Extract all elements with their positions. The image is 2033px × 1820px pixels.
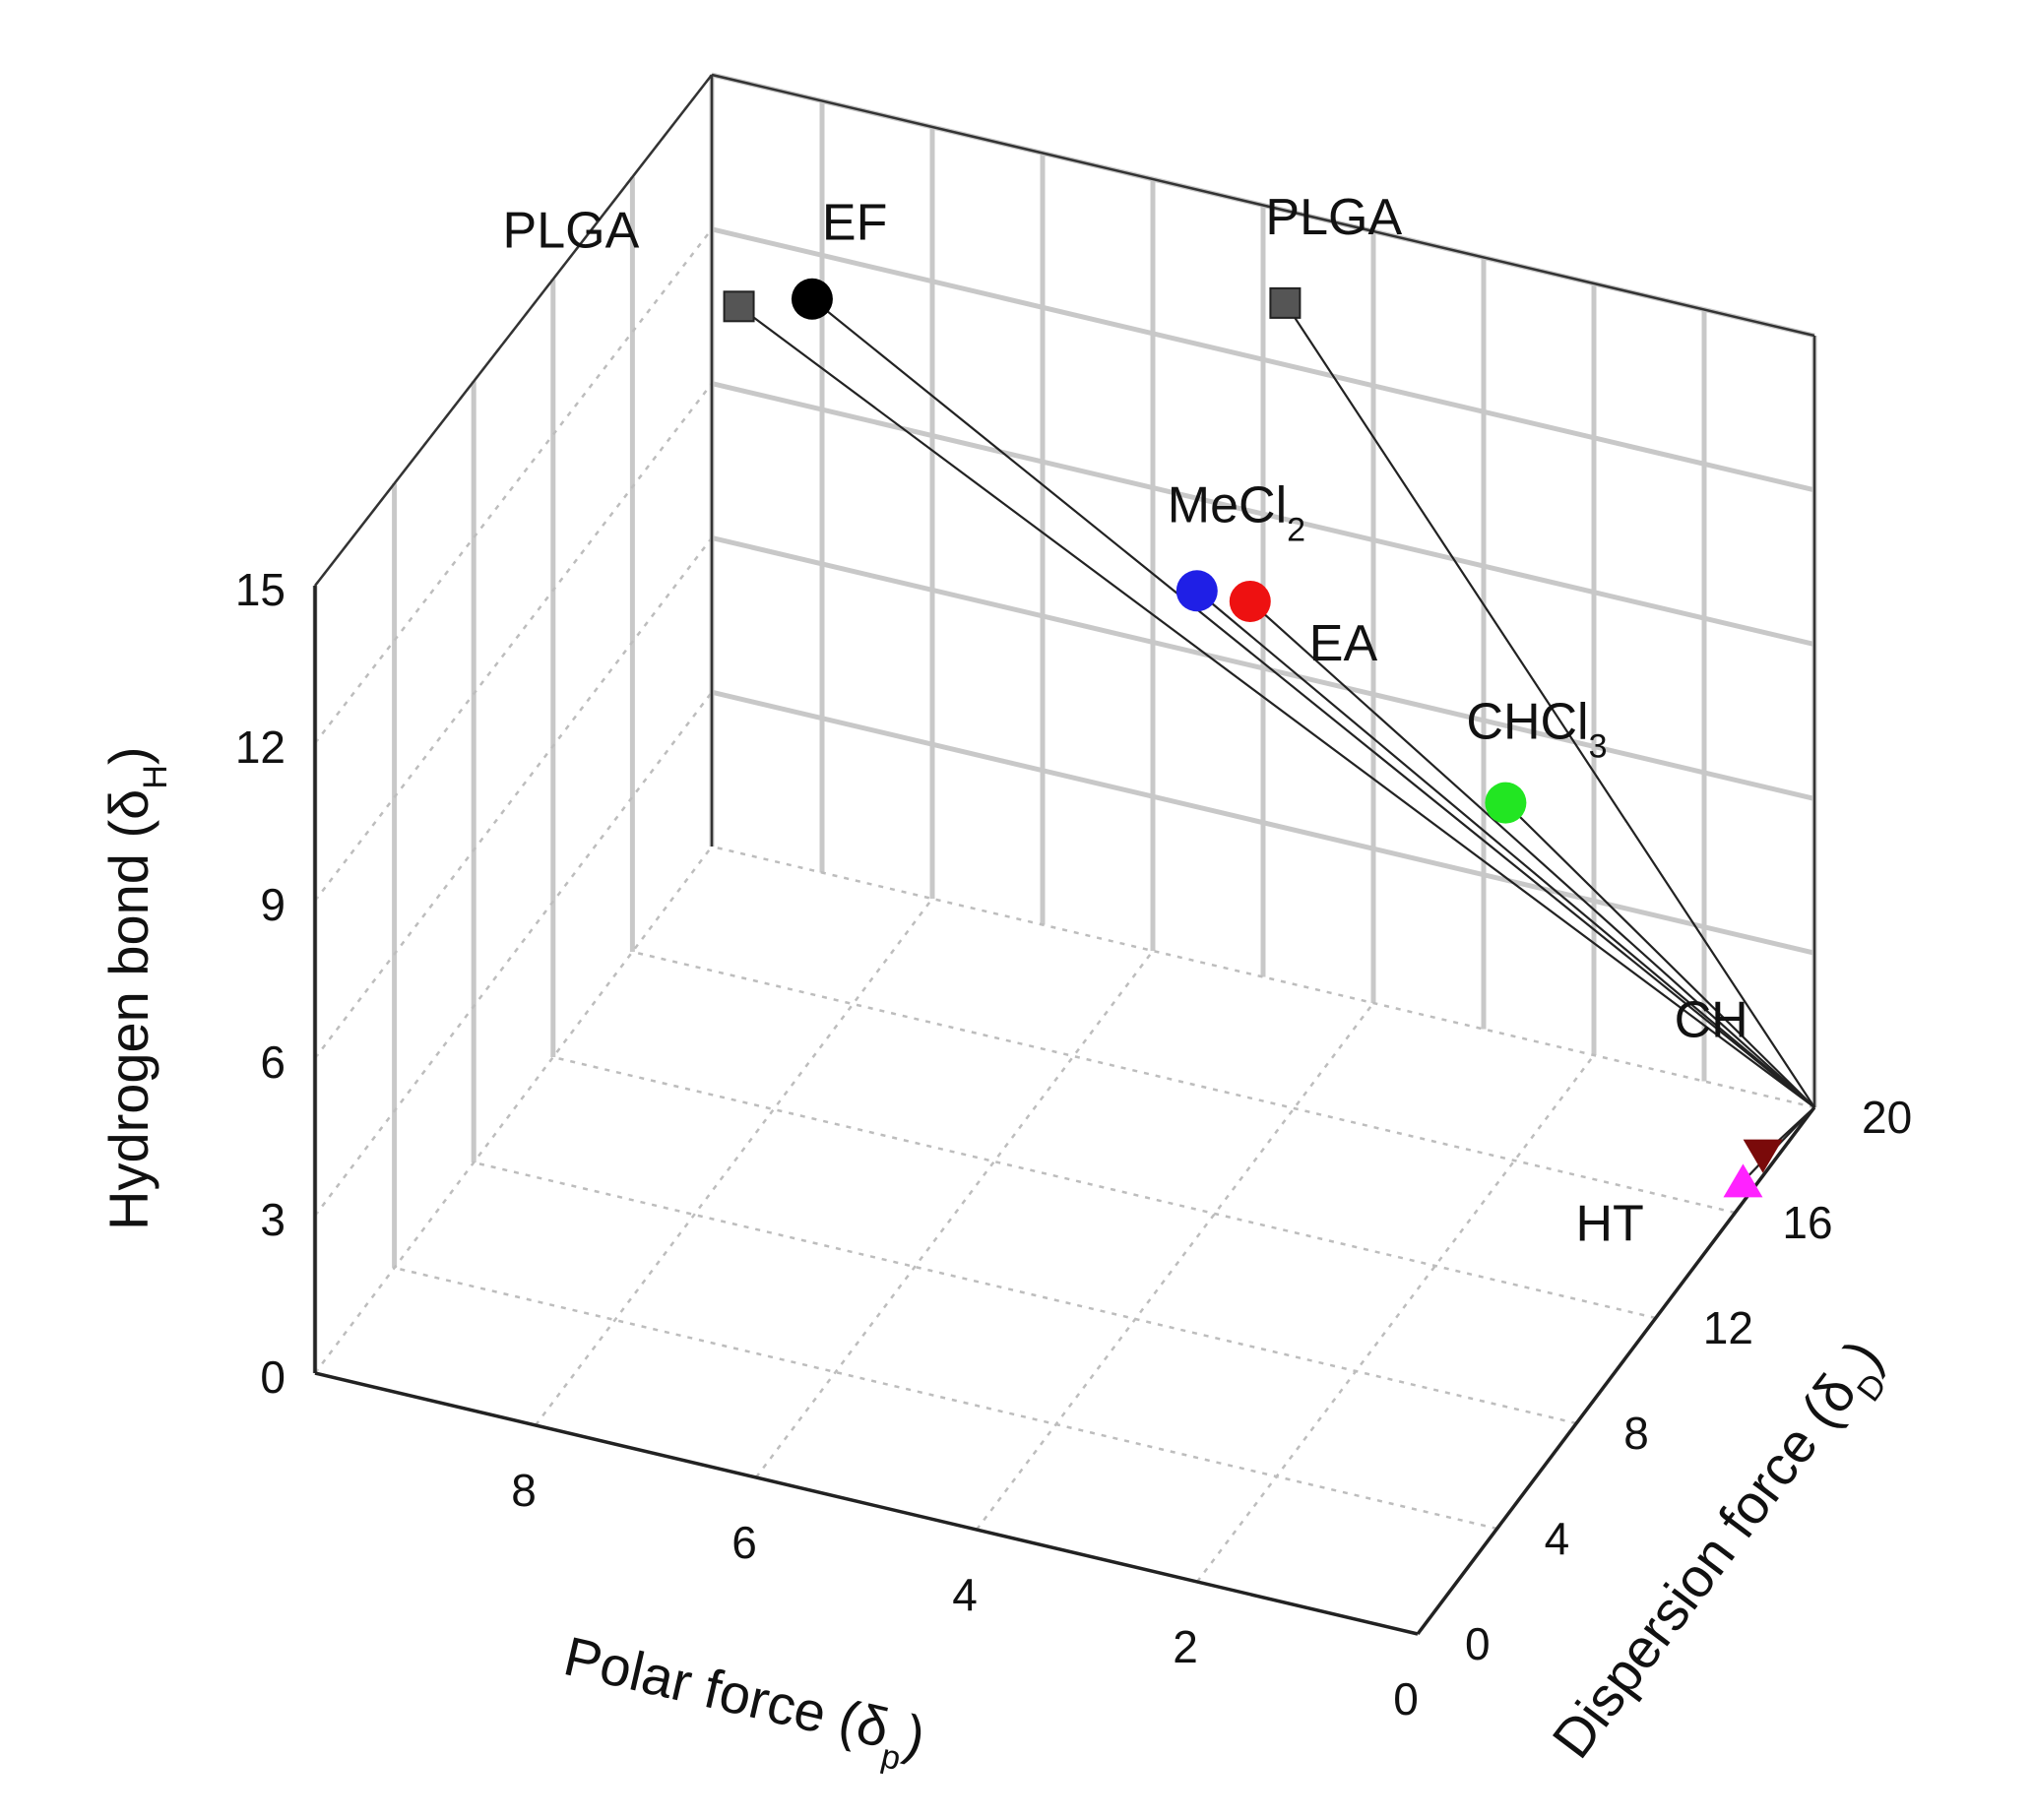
point-label: CHCl3 (1466, 694, 1607, 766)
dispersion-tick-label: 20 (1862, 1092, 1912, 1143)
points-layer (723, 278, 1783, 1198)
hydrogen-tick-label: 6 (260, 1036, 286, 1088)
point-label: PLGA (1265, 189, 1402, 246)
point-marker (1485, 782, 1527, 824)
drop-line (1504, 801, 1815, 1108)
floor-line-p (535, 898, 933, 1426)
floor-line-p (1196, 1054, 1595, 1583)
floor-line-d (552, 1055, 1657, 1320)
back-wall-hline (711, 226, 1815, 493)
point-marker (791, 278, 833, 320)
hydrogen-tick-label: 12 (235, 722, 286, 773)
dispersion-tick-label: 16 (1782, 1197, 1832, 1248)
hydrogen-tick-label: 15 (235, 564, 286, 615)
top-left-edge (314, 74, 713, 587)
floor-line-p (314, 846, 713, 1374)
point-marker (1175, 570, 1218, 612)
floor-line-d (473, 1161, 1577, 1425)
polar-tick-label: 6 (731, 1517, 757, 1568)
point-marker (723, 290, 755, 323)
point-label: EF (822, 195, 887, 252)
dispersion-axis-title: Dispersion force (δD) (1540, 1328, 1905, 1778)
polar-axis-line (314, 1371, 1419, 1636)
drop-lines-layer (737, 297, 1815, 1183)
point-marker (1269, 286, 1302, 319)
left-wall-hline (314, 228, 713, 744)
polar-tick-label: 0 (1393, 1673, 1419, 1725)
left-wall-hline (314, 382, 713, 902)
point-marker (1743, 1139, 1783, 1173)
labels-layer: 0 2 4 6 8 0 4 8 12 16 20 0 3 6 9 12 15 Polar force (δp) Di… (97, 189, 1912, 1782)
hydrogen-tick-label: 9 (260, 879, 286, 930)
drop-line (1196, 590, 1815, 1108)
floor-line-p (976, 1002, 1374, 1531)
point-label: PLGA (503, 202, 640, 259)
hydrogen-tick-label: 3 (260, 1194, 286, 1245)
drop-line (737, 305, 1815, 1108)
polar-axis-title: Polar force (δp) (555, 1624, 931, 1782)
dispersion-tick-label: 12 (1703, 1302, 1753, 1353)
back-wall-hline (711, 534, 1815, 801)
top-back-edge (711, 73, 1815, 338)
point-label: EA (1309, 615, 1378, 672)
left-wall-hline (314, 691, 713, 1217)
dispersion-tick-label: 8 (1623, 1408, 1649, 1459)
polar-tick-label: 2 (1173, 1621, 1198, 1672)
drop-line (1284, 302, 1815, 1108)
dispersion-tick-label: 0 (1465, 1618, 1491, 1669)
hydrogen-axis-title: Hydrogen bond (δH) (97, 746, 174, 1230)
point-marker (1723, 1163, 1763, 1198)
floor-line-d (394, 1266, 1497, 1531)
left-wall-hline (314, 536, 713, 1059)
hydrogen-tick-label: 0 (260, 1351, 286, 1403)
axes-layer (313, 73, 1816, 1636)
drop-line (811, 297, 1815, 1108)
point-label: MeCl2 (1168, 476, 1305, 548)
point-marker (1229, 580, 1271, 622)
back-wall-hline (711, 689, 1815, 956)
polar-tick-label: 8 (511, 1465, 537, 1516)
floor-line-d (632, 950, 1736, 1215)
drop-line (1249, 600, 1815, 1108)
polar-tick-label: 4 (952, 1569, 978, 1620)
grid-layer (312, 72, 1817, 1635)
dispersion-tick-label: 4 (1545, 1513, 1570, 1564)
point-label: HT (1575, 1195, 1643, 1252)
back-wall-hline (711, 381, 1815, 648)
floor-line-p (755, 950, 1154, 1478)
point-label: CH (1675, 992, 1748, 1049)
